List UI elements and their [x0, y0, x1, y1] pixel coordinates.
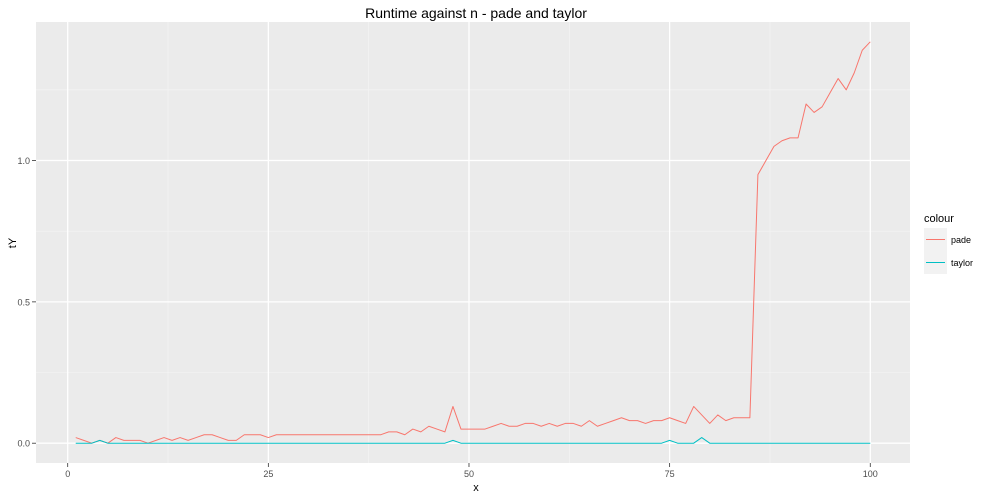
x-tick-label: 100 [863, 469, 878, 479]
x-tick-label: 75 [665, 469, 675, 479]
y-tick-label: 0.0 [17, 439, 30, 449]
legend: colour pade taylor [924, 213, 973, 274]
x-axis-ticks: 0 25 50 75 100 [65, 463, 878, 479]
y-axis-label: tY [7, 237, 19, 248]
legend-title: colour [924, 213, 954, 225]
legend-label: taylor [951, 258, 973, 268]
chart-title: Runtime against n - pade and taylor [365, 5, 587, 21]
y-tick-label: 0.5 [17, 297, 30, 307]
x-tick-label: 50 [464, 469, 474, 479]
x-tick-label: 0 [65, 469, 70, 479]
x-axis-label: x [473, 482, 479, 494]
y-axis-ticks: 0.0 0.5 1.0 [17, 156, 36, 449]
legend-label: pade [951, 235, 971, 245]
plot-panel [36, 22, 910, 463]
series-layer [75, 41, 871, 444]
minor-gridlines [36, 22, 910, 463]
x-tick-label: 25 [263, 469, 273, 479]
y-tick-label: 1.0 [17, 156, 30, 166]
major-gridlines [36, 22, 910, 463]
series-line-pade [75, 41, 871, 444]
series-line-taylor [75, 437, 871, 444]
